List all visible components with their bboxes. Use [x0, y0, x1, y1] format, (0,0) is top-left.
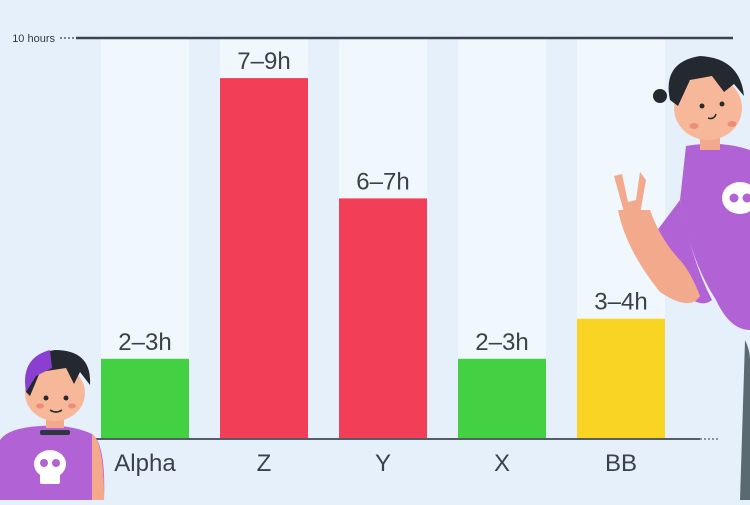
category-label-alpha: Alpha [114, 450, 176, 477]
bar-alpha [101, 359, 189, 439]
category-label-x: X [494, 450, 510, 477]
bar-x [458, 359, 546, 439]
bar-z [220, 78, 308, 439]
bar-value-label-y: 6–7h [356, 168, 409, 195]
reference-line-label: 10 hours [12, 33, 55, 45]
bar-y [339, 198, 427, 439]
category-label-bb: BB [605, 450, 637, 477]
bar-bb [577, 319, 665, 439]
category-label-z: Z [257, 450, 272, 477]
bar-value-label-x: 2–3h [475, 329, 528, 356]
bar-value-label-bb: 3–4h [594, 289, 647, 316]
category-label-y: Y [375, 450, 391, 477]
bar-value-label-alpha: 2–3h [118, 329, 171, 356]
bar-value-label-z: 7–9h [237, 48, 290, 75]
